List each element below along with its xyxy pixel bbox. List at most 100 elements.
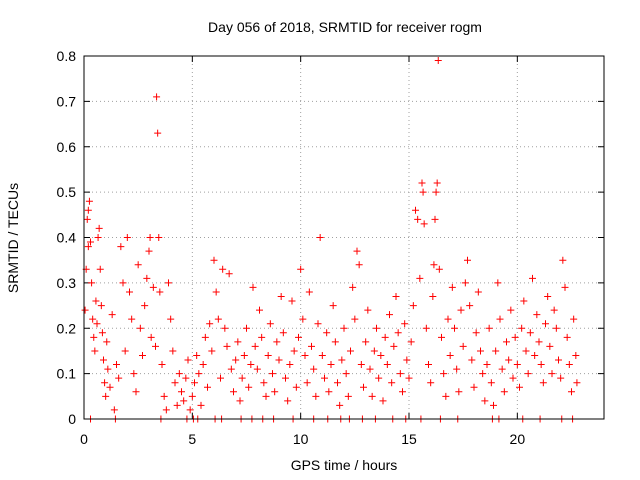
data-point — [89, 315, 97, 323]
data-point — [461, 279, 469, 287]
data-point — [158, 361, 166, 369]
data-point — [442, 392, 450, 400]
data-point — [290, 347, 298, 355]
data-point — [572, 351, 580, 359]
data-point — [97, 302, 105, 310]
data-point — [323, 329, 331, 337]
data-point — [134, 261, 142, 269]
data-point — [136, 324, 144, 332]
data-point — [312, 392, 320, 400]
y-tick-label: 0.2 — [57, 320, 77, 336]
x-tick-label: 10 — [293, 431, 309, 447]
data-point — [212, 288, 220, 296]
data-point — [383, 361, 391, 369]
data-point — [325, 388, 333, 396]
data-point — [121, 347, 129, 355]
data-point — [394, 329, 402, 337]
data-point — [505, 356, 513, 364]
data-point — [108, 311, 116, 319]
data-point — [340, 324, 348, 332]
data-point — [146, 234, 154, 241]
data-point — [431, 215, 439, 223]
x-tick-label: 0 — [80, 431, 88, 447]
y-tick-label: 0.4 — [57, 230, 77, 246]
data-point — [557, 374, 565, 382]
data-point — [427, 379, 435, 387]
data-point — [513, 361, 521, 369]
data-point — [186, 406, 194, 414]
data-point — [429, 292, 437, 300]
data-point — [440, 370, 448, 378]
data-point — [555, 356, 562, 364]
data-point — [472, 329, 480, 337]
data-point — [199, 361, 207, 369]
data-point — [101, 379, 109, 387]
data-point — [446, 351, 454, 359]
data-point — [147, 333, 155, 341]
data-point — [357, 361, 365, 369]
data-point — [420, 220, 428, 228]
data-point — [175, 370, 183, 378]
data-point — [434, 57, 442, 65]
data-point — [522, 347, 530, 355]
data-point — [91, 347, 99, 355]
data-point — [379, 397, 387, 405]
data-point — [84, 206, 92, 214]
data-point — [132, 388, 140, 396]
data-point — [565, 361, 573, 369]
data-point — [87, 238, 94, 246]
y-tick-label: 0 — [68, 411, 76, 427]
data-point — [466, 302, 474, 310]
data-point — [295, 333, 302, 341]
data-point — [88, 279, 96, 287]
data-point — [83, 215, 91, 223]
data-point — [156, 288, 164, 296]
data-point — [548, 370, 556, 378]
data-point — [269, 370, 276, 378]
data-point — [308, 342, 315, 350]
data-point — [518, 324, 526, 332]
data-point — [418, 179, 426, 187]
data-point — [570, 315, 578, 323]
data-point — [206, 320, 214, 328]
data-point — [314, 320, 322, 328]
data-point — [509, 374, 517, 382]
data-point — [347, 347, 354, 355]
data-point — [573, 379, 581, 387]
data-point — [219, 265, 227, 273]
data-point — [546, 342, 554, 350]
data-point — [316, 234, 324, 241]
data-point — [284, 397, 292, 405]
data-point — [96, 265, 104, 273]
data-point — [301, 351, 309, 359]
data-point — [286, 361, 294, 369]
data-point — [483, 361, 491, 369]
data-point — [490, 401, 497, 409]
data-point — [184, 356, 192, 364]
data-point — [90, 333, 98, 341]
data-point — [128, 315, 136, 323]
data-point — [266, 320, 274, 328]
data-point — [568, 388, 575, 396]
data-point — [251, 342, 259, 350]
data-point — [234, 338, 242, 346]
data-point — [178, 388, 185, 396]
data-point — [160, 392, 168, 400]
data-point — [223, 342, 231, 350]
data-point — [516, 383, 523, 391]
data-point — [539, 379, 547, 387]
data-point — [167, 315, 175, 323]
data-point — [288, 297, 296, 305]
data-point — [92, 297, 100, 305]
data-point — [260, 379, 268, 387]
data-point — [275, 356, 283, 364]
data-point — [169, 347, 177, 355]
data-point — [349, 283, 357, 291]
data-point — [204, 383, 211, 391]
data-point — [533, 311, 541, 319]
data-point — [208, 347, 216, 355]
data-point — [195, 370, 203, 378]
y-tick-label: 0.7 — [57, 93, 77, 109]
data-point — [221, 324, 229, 332]
data-point — [432, 188, 440, 196]
